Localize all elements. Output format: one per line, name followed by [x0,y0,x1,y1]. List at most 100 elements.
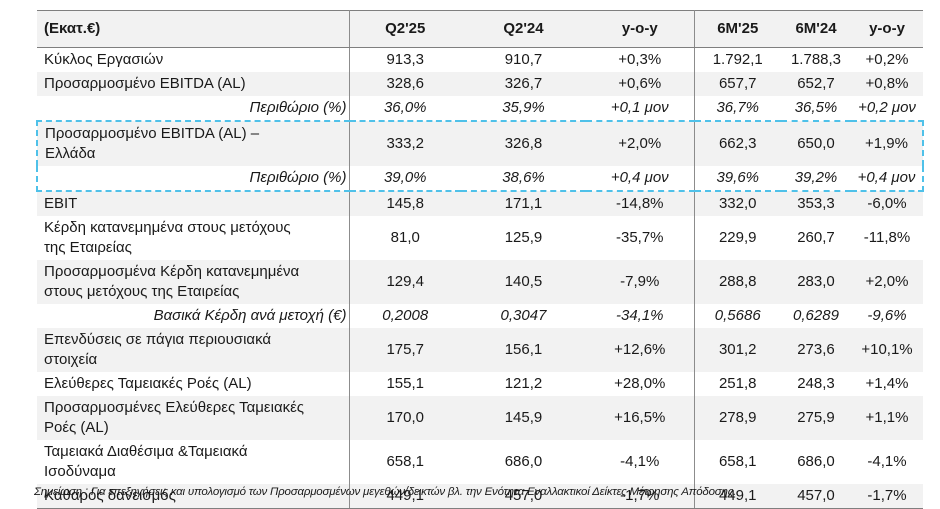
row-value: +2,0% [586,120,695,166]
row-value: 657,7 [694,72,781,96]
row-value: 121,2 [504,375,543,392]
row-value: +0,4 μον [851,166,924,192]
table-row: Προσαρμοσμένα Κέρδη κατανεμημένα στους μ… [37,260,923,304]
row-value: 39,2% [781,166,851,192]
row-value: +0,4 μον [586,166,695,192]
table-row: Προσαρμοσμένες Ελεύθερες Ταμειακές Ροές … [37,396,923,440]
row-value: +0,6% [586,72,695,96]
row-value: 38,6% [461,166,586,192]
row-label: Κύκλος Εργασιών [37,47,350,72]
row-value: 145,9 [461,396,586,440]
row-value: +1,1% [851,396,923,440]
row-value: 171,1 [461,191,586,216]
row-value: -34,1% [586,304,695,328]
header-q2-25: Q2'25 [349,10,461,48]
row-label: Προσαρμοσμένες Ελεύθερες Ταμειακές Ροές … [37,396,350,440]
row-value: 35,9% [502,99,545,116]
row-value: -4,1% [586,440,695,484]
row-value: -9,6% [867,307,907,324]
row-value: +10,1% [851,328,923,372]
row-value: 328,6 [349,72,461,96]
row-value: +1,4% [865,375,909,392]
row-value: -7,9% [586,260,695,304]
row-value: 913,3 [386,51,425,68]
row-value: 658,1 [718,453,757,470]
table-row: Ελεύθερες Ταμειακές Ροές (AL) 155,1 121,… [37,372,923,396]
table-row: Ταμειακά Διαθέσιμα &Ταμειακά Ισοδύναμα 6… [37,440,923,484]
header-6m-24: 6M'24 [781,10,851,48]
row-value: 229,9 [718,229,757,246]
table-row: Προσαρμοσμένο EBITDA (AL) – Ελλάδα 333,2… [36,120,924,166]
row-value: 145,8 [349,191,461,216]
row-value: 125,9 [504,229,543,246]
row-value: 39,6% [694,166,781,192]
table-row: Κύκλος Εργασιών 913,3 910,7 +0,3% 1.792,… [37,47,923,72]
row-label: Βασικά Κέρδη ανά μετοχή (€) [37,304,350,328]
row-value: 175,7 [349,328,461,372]
row-value: 273,6 [781,328,851,372]
row-value: +0,2% [865,51,909,68]
row-value: 140,5 [461,260,586,304]
row-value: 0,6289 [793,307,839,324]
table-row: Κέρδη κατανεμημένα στους μετόχους της Ετ… [37,216,923,260]
row-value: 81,0 [390,229,420,246]
row-value: +0,1 μον [586,96,695,121]
header-unit: (Εκατ.€) [37,10,350,48]
row-value: 39,0% [349,166,461,192]
row-value: 36,7% [716,99,760,116]
row-value: 449,1 [349,484,461,509]
row-value: +28,0% [586,372,695,396]
row-value: 275,9 [781,396,851,440]
row-label: Προσαρμοσμένο EBITDA (AL) [37,72,350,96]
row-value: 36,0% [383,99,427,116]
row-value: -35,7% [586,216,695,260]
row-value: +12,6% [586,328,695,372]
row-value: 251,8 [718,375,757,392]
row-value: +0,8% [851,72,923,96]
row-value: +1,9% [851,120,924,166]
row-value: -6,0% [851,191,923,216]
row-value: 36,5% [794,99,838,116]
row-value: 155,1 [386,375,425,392]
row-value: 0,3047 [500,307,547,324]
financial-results-table: (Εκατ.€) Q2'25 Q2'24 y-o-y 6M'25 6M'24 y… [36,10,924,509]
row-value: 353,3 [781,191,851,216]
row-value: 248,3 [797,375,835,392]
row-value: 326,8 [461,120,586,166]
row-value: 288,8 [694,260,781,304]
table-row: Περιθώριο (%) 36,0% 35,9% +0,1 μον 36,7%… [37,96,923,121]
row-value: 332,0 [694,191,781,216]
row-value: 260,7 [797,229,835,246]
header-6m-25: 6M'25 [694,10,781,48]
header-row: (Εκατ.€) Q2'25 Q2'24 y-o-y 6M'25 6M'24 y… [37,10,923,48]
header-yoy-6m: y-o-y [851,10,923,48]
table-row: EBIT 145,8 171,1 -14,8% 332,0 353,3 -6,0… [37,191,923,216]
row-label: Ταμειακά Διαθέσιμα &Ταμειακά Ισοδύναμα [37,440,350,484]
footnote: Σημείωση : Για επεξηγήσεις και υπολογισμ… [34,486,737,498]
row-value: 650,0 [781,120,851,166]
row-value: +16,5% [586,396,695,440]
row-value: 658,1 [386,453,425,470]
row-value: 662,3 [694,120,781,166]
table-body: Κύκλος Εργασιών 913,3 910,7 +0,3% 1.792,… [36,47,924,509]
row-value: 1.792,1 [712,51,763,68]
row-value: 326,7 [461,72,586,96]
row-value: 1.788,3 [790,51,842,68]
row-value: 129,4 [349,260,461,304]
row-value: -14,8% [586,191,695,216]
row-value: 0,5686 [714,307,761,324]
row-value: 278,9 [694,396,781,440]
row-value: 686,0 [797,453,835,470]
row-value: 156,1 [461,328,586,372]
row-value: -4,1% [867,453,907,470]
row-label: Περιθώριο (%) [37,96,350,121]
row-label: Προσαρμοσμένο EBITDA (AL) – Ελλάδα [36,120,350,166]
row-value: 686,0 [504,453,543,470]
header-yoy-q: y-o-y [586,10,695,48]
row-value: 333,2 [349,120,461,166]
row-value: +0,2 μον [858,99,916,116]
header-q2-24: Q2'24 [461,10,586,48]
row-value: -11,8% [863,229,911,246]
row-label: EBIT [37,191,350,216]
